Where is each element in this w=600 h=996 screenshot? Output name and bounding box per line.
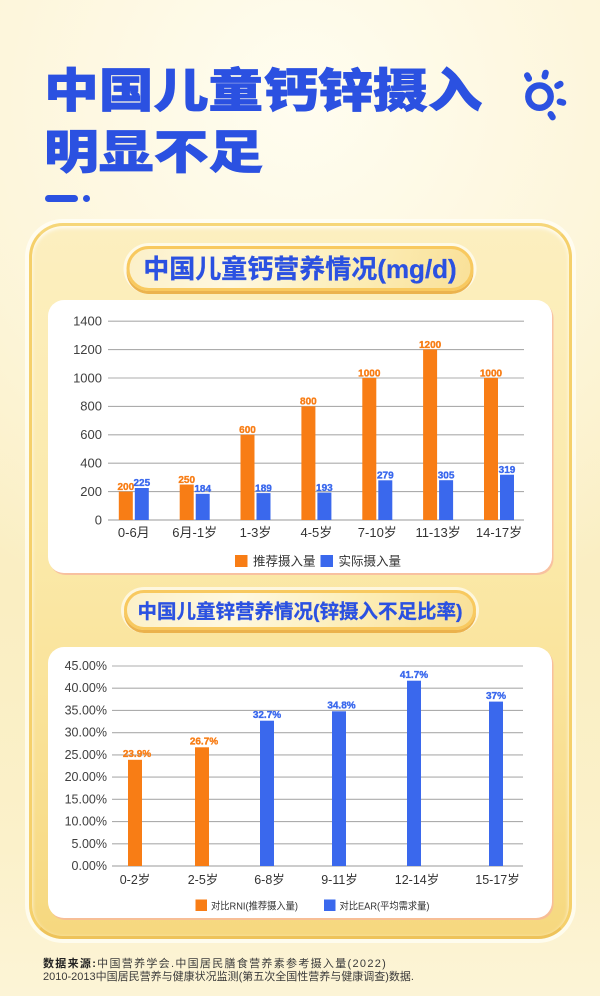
svg-text:2-5岁: 2-5岁 (188, 872, 219, 887)
svg-text:15.00%: 15.00% (65, 792, 107, 806)
svg-text:6月-1岁: 6月-1岁 (172, 525, 217, 540)
svg-text:实际摄入量: 实际摄入量 (339, 554, 402, 569)
svg-text:800: 800 (300, 397, 317, 408)
svg-text:40.00%: 40.00% (65, 681, 107, 695)
svg-text:200: 200 (117, 482, 134, 493)
svg-text:32.7%: 32.7% (253, 710, 281, 721)
svg-text:对比RNI(推荐摄入量): 对比RNI(推荐摄入量) (211, 900, 298, 913)
svg-text:1200: 1200 (419, 340, 442, 351)
svg-text:10.00%: 10.00% (65, 815, 107, 829)
svg-text:4-5岁: 4-5岁 (301, 525, 333, 540)
svg-text:0-2岁: 0-2岁 (120, 872, 151, 887)
svg-text:800: 800 (80, 399, 102, 414)
svg-text:26.7%: 26.7% (190, 737, 218, 748)
svg-text:37%: 37% (486, 691, 506, 702)
svg-text:600: 600 (239, 425, 256, 436)
svg-text:0: 0 (95, 512, 102, 527)
svg-text:45.00%: 45.00% (65, 659, 107, 673)
svg-text:30.00%: 30.00% (65, 726, 107, 740)
svg-text:23.9%: 23.9% (123, 749, 151, 760)
svg-text:225: 225 (133, 478, 150, 489)
svg-text:20.00%: 20.00% (65, 770, 107, 784)
svg-text:35.00%: 35.00% (65, 703, 107, 717)
svg-text:400: 400 (80, 456, 102, 471)
svg-text:319: 319 (499, 465, 516, 476)
svg-text:1200: 1200 (73, 342, 102, 357)
svg-text:200: 200 (80, 484, 102, 499)
svg-text:1-3岁: 1-3岁 (240, 525, 272, 540)
svg-text:41.7%: 41.7% (400, 670, 428, 681)
svg-text:250: 250 (178, 475, 195, 486)
svg-text:15-17岁: 15-17岁 (475, 872, 519, 887)
svg-text:189: 189 (255, 483, 272, 494)
svg-text:14-17岁: 14-17岁 (476, 525, 522, 540)
svg-text:6-8岁: 6-8岁 (254, 872, 285, 887)
svg-text:25.00%: 25.00% (65, 748, 107, 762)
svg-text:34.8%: 34.8% (327, 701, 355, 712)
svg-text:193: 193 (316, 483, 333, 494)
svg-text:1000: 1000 (73, 370, 102, 385)
svg-text:12-14岁: 12-14岁 (395, 872, 439, 887)
svg-text:5.00%: 5.00% (72, 837, 107, 851)
svg-text:对比EAR(平均需求量): 对比EAR(平均需求量) (340, 900, 430, 913)
svg-text:7-10岁: 7-10岁 (358, 525, 397, 540)
svg-text:0.00%: 0.00% (72, 859, 107, 873)
svg-text:1400: 1400 (73, 314, 102, 329)
svg-text:279: 279 (377, 471, 394, 482)
svg-text:11-13岁: 11-13岁 (415, 525, 460, 540)
svg-text:1000: 1000 (358, 368, 381, 379)
svg-text:184: 184 (194, 484, 211, 495)
svg-text:1000: 1000 (480, 368, 503, 379)
svg-text:推荐摄入量: 推荐摄入量 (253, 554, 316, 569)
svg-text:305: 305 (438, 470, 455, 481)
svg-text:600: 600 (80, 427, 102, 442)
svg-text:9-11岁: 9-11岁 (321, 872, 358, 887)
svg-text:0-6月: 0-6月 (118, 525, 150, 540)
